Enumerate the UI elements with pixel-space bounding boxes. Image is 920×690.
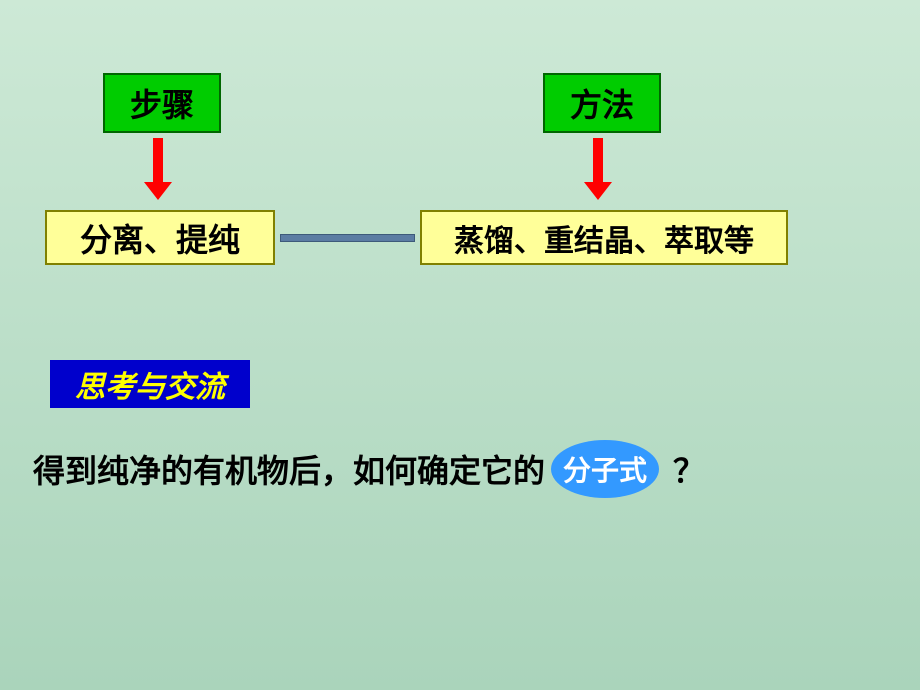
step-box: 步骤 xyxy=(103,73,221,133)
question-suffix: ？ xyxy=(673,446,705,492)
left-arrow xyxy=(144,138,172,200)
right-arrow xyxy=(584,138,612,200)
question-line: 得到纯净的有机物后，如何确定它的分子式 ？ xyxy=(33,440,705,498)
step-label: 步骤 xyxy=(130,80,194,126)
highlight-text: 分子式 xyxy=(563,449,647,489)
separate-box: 分离、提纯 xyxy=(45,210,275,265)
think-box: 思考与交流 xyxy=(50,360,250,408)
connector-bar xyxy=(280,234,415,242)
method-label: 方法 xyxy=(570,80,634,126)
separate-label: 分离、提纯 xyxy=(80,215,240,261)
distill-label: 蒸馏、重结晶、萃取等 xyxy=(454,216,754,260)
distill-box: 蒸馏、重结晶、萃取等 xyxy=(420,210,788,265)
method-box: 方法 xyxy=(543,73,661,133)
question-prefix: 得到纯净的有机物后，如何确定它的 xyxy=(33,446,545,492)
think-label: 思考与交流 xyxy=(75,362,225,406)
highlight-ellipse: 分子式 xyxy=(551,440,659,498)
